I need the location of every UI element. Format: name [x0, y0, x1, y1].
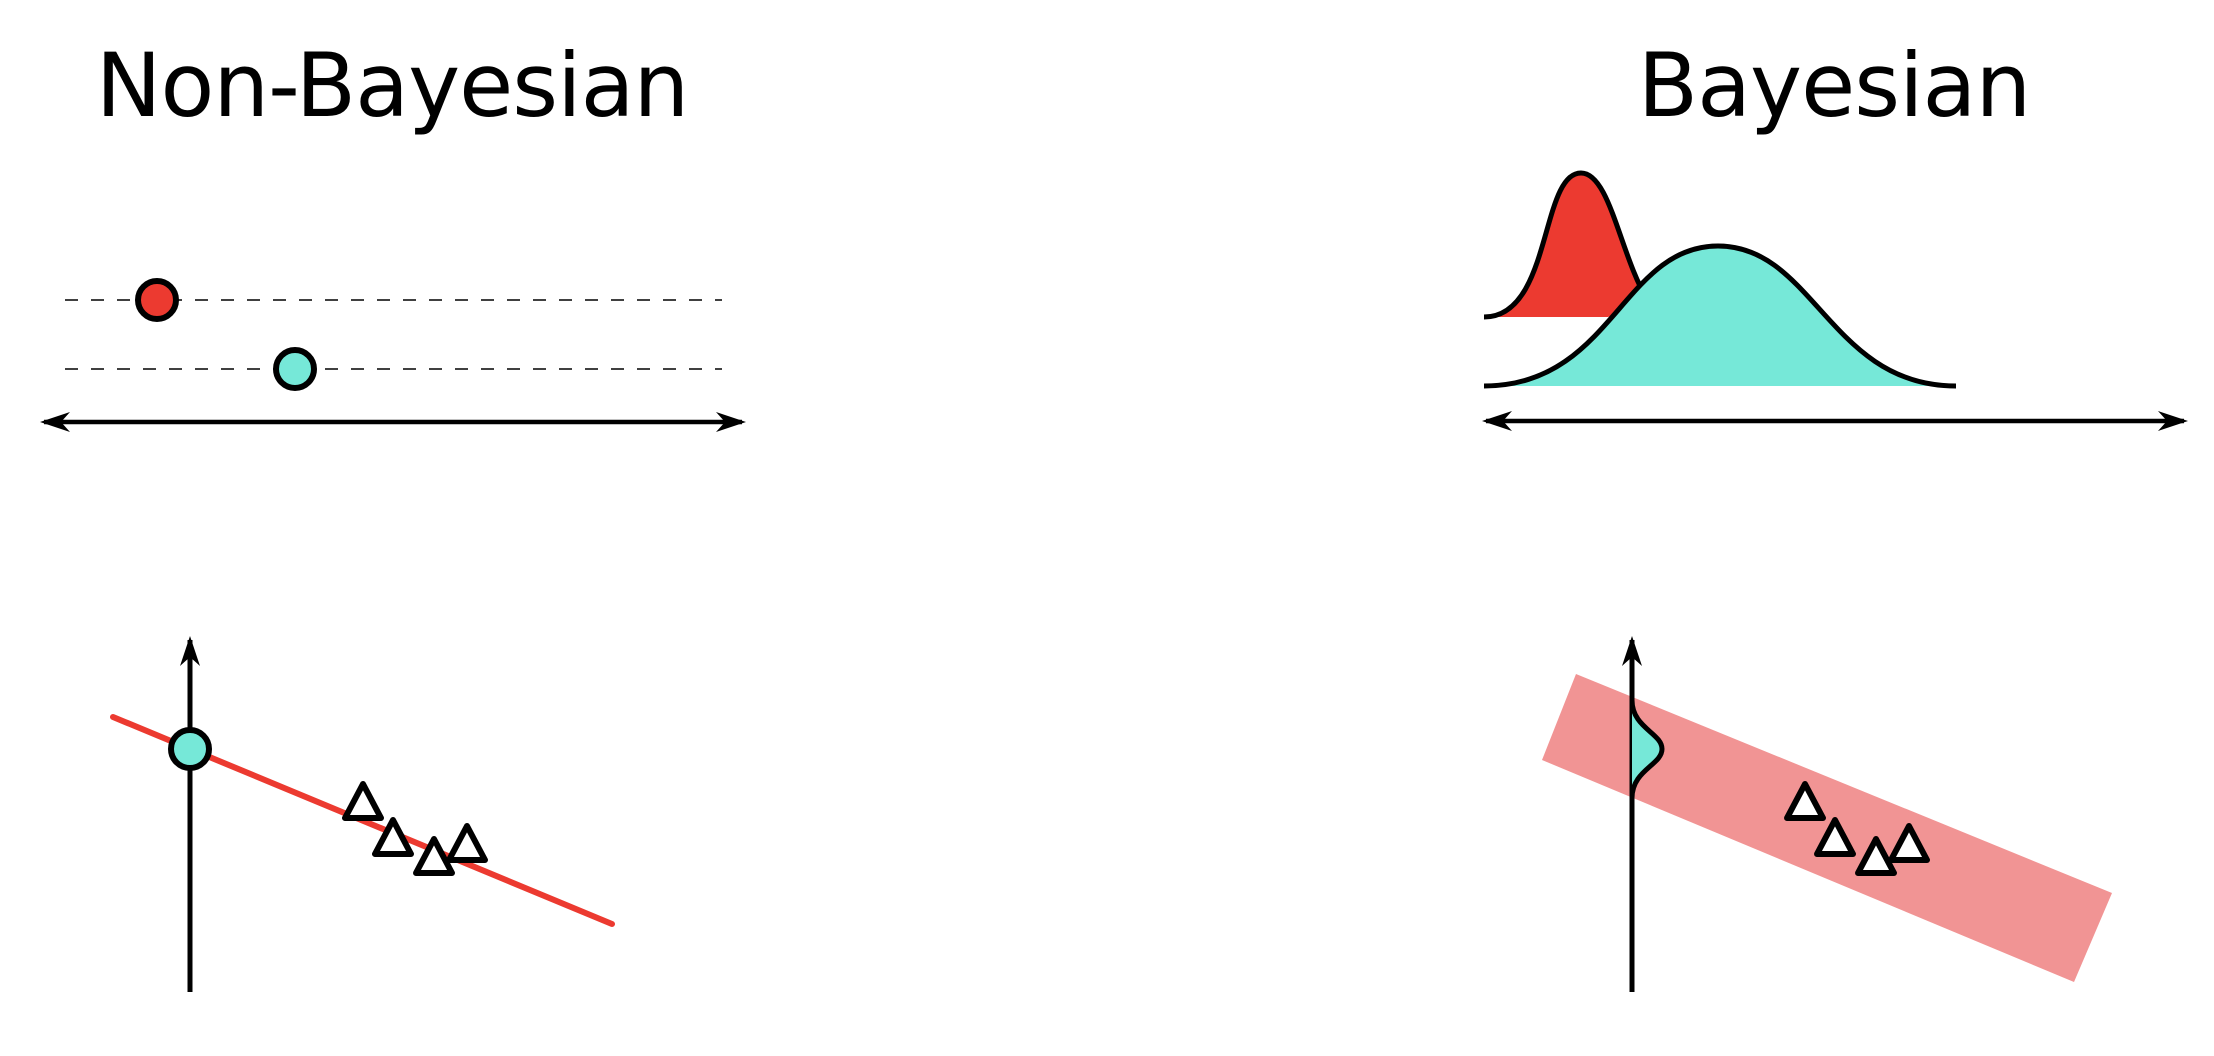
data-point-triangle — [1888, 823, 1930, 863]
bayesian-title: Bayesian — [1637, 34, 2032, 137]
posterior-distributions-panel — [1482, 170, 2188, 431]
data-point-triangle — [446, 823, 488, 863]
non-bayesian-title: Non-Bayesian — [95, 34, 690, 137]
regression-uncertainty-band — [1542, 674, 2112, 982]
red-point-estimate — [135, 278, 179, 322]
cyan-posterior-curve — [1484, 246, 1956, 386]
data-point-triangle — [1784, 781, 1826, 821]
data-point-triangle — [413, 836, 455, 876]
data-point-triangle — [1855, 836, 1897, 876]
data-point-triangle — [372, 817, 414, 857]
point-estimates-panel — [40, 278, 746, 432]
point-regression-panel — [110, 636, 615, 992]
red-posterior-curve — [1484, 173, 1648, 317]
red-posterior-outline — [1483, 170, 1651, 320]
bayesian-regression-panel — [1542, 636, 2112, 992]
cyan-posterior-outline — [1483, 243, 1957, 389]
data-point-triangle — [342, 781, 384, 821]
intercept-posterior-outline — [1629, 699, 1665, 799]
cyan-point-estimate — [273, 347, 317, 391]
data-point-triangle — [1814, 817, 1856, 857]
intercept-point — [168, 727, 212, 771]
